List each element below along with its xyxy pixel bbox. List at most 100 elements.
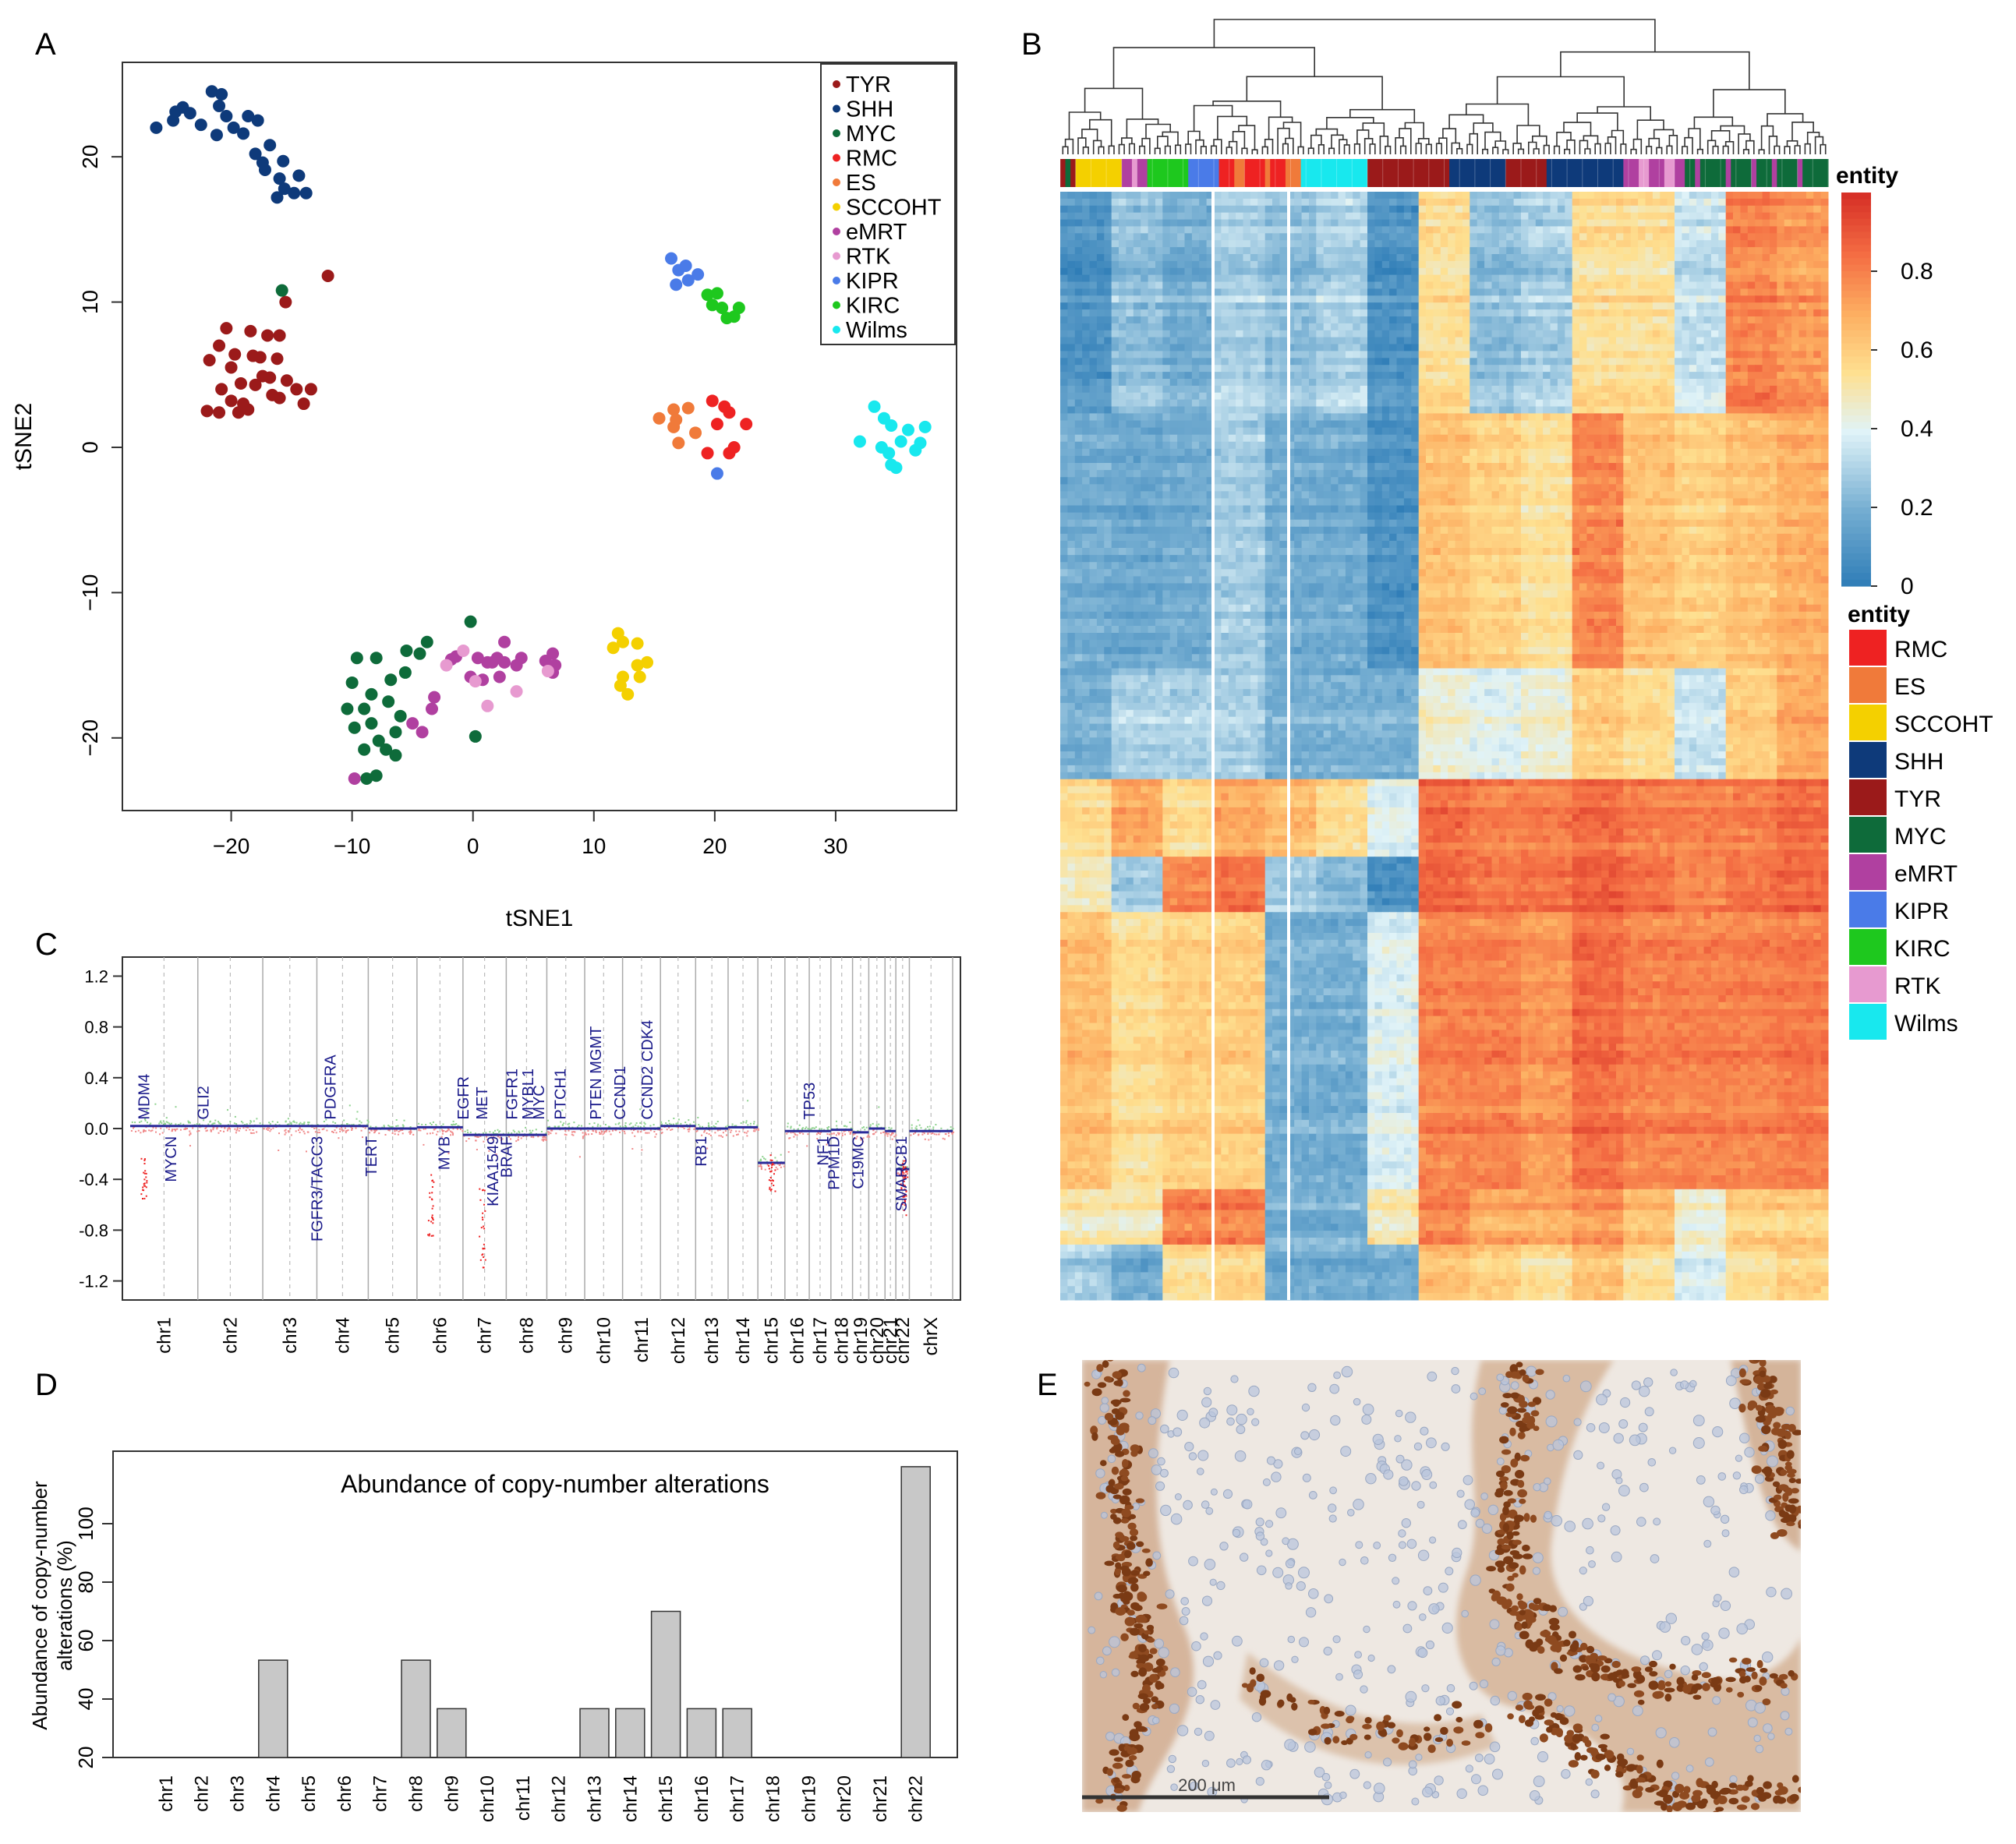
heatmap-cell — [1367, 323, 1375, 331]
heatmap-cell — [1126, 427, 1134, 436]
heatmap-cell — [1279, 330, 1288, 338]
heatmap-cell — [1162, 330, 1171, 338]
heatmap-cell — [1703, 413, 1712, 421]
heatmap-cell — [1593, 288, 1602, 296]
heatmap-cell — [1630, 434, 1639, 443]
heatmap-cell — [1074, 192, 1083, 200]
heatmap-cell — [1667, 316, 1675, 324]
heatmap-cell — [1141, 372, 1149, 380]
heatmap-cell — [1762, 392, 1770, 401]
heatmap-cell — [1718, 337, 1727, 344]
dendrogram-branch — [1210, 145, 1218, 154]
heatmap-cell — [1141, 344, 1149, 351]
heatmap-cell — [1257, 274, 1266, 282]
heatmap-cell — [1279, 413, 1288, 421]
heatmap-cell — [1667, 233, 1675, 241]
heatmap-cell — [1331, 309, 1339, 317]
heatmap-cell — [1630, 427, 1639, 436]
heatmap-cell — [1316, 427, 1325, 436]
heatmap-cell — [1214, 434, 1222, 443]
heatmap-cell — [1710, 192, 1719, 200]
heatmap-cell — [1491, 399, 1500, 407]
heatmap-cell — [1389, 365, 1397, 373]
heatmap-cell — [1374, 247, 1383, 255]
heatmap-cell — [1762, 379, 1770, 387]
heatmap-cell — [1498, 406, 1507, 414]
heatmap-cell — [1535, 399, 1544, 407]
heatmap-cell — [1521, 198, 1529, 207]
heatmap-cell — [1623, 233, 1632, 241]
heatmap-cell — [1682, 420, 1690, 429]
heatmap-cell — [1074, 219, 1083, 227]
heatmap-cell — [1096, 470, 1105, 478]
heatmap-cell — [1250, 351, 1258, 359]
heatmap-cell — [1279, 302, 1288, 310]
heatmap-cell — [1806, 434, 1814, 443]
tsne-point-rtk — [481, 699, 494, 712]
heatmap-cell — [1374, 448, 1383, 457]
heatmap-cell — [1323, 267, 1332, 276]
heatmap-cell — [1184, 358, 1193, 366]
heatmap-cell — [1455, 358, 1463, 366]
heatmap-cell — [1601, 365, 1610, 373]
heatmap-cell — [1426, 406, 1434, 414]
heatmap-cell — [1703, 295, 1712, 303]
heatmap-cell — [1616, 420, 1624, 429]
heatmap-cell — [1279, 288, 1288, 296]
heatmap-cell — [1177, 441, 1185, 450]
heatmap-cell — [1396, 226, 1405, 234]
heatmap-cell — [1470, 427, 1478, 436]
heatmap-cell — [1426, 344, 1434, 351]
heatmap-cell — [1770, 344, 1777, 351]
heatmap-cell — [1455, 337, 1463, 344]
heatmap-cell — [1820, 434, 1829, 443]
heatmap-cell — [1813, 448, 1822, 457]
dendrogram-branch — [1712, 145, 1719, 154]
heatmap-cell — [1323, 254, 1332, 262]
heatmap-cell — [1199, 247, 1208, 255]
heatmap-cell — [1813, 372, 1822, 380]
heatmap-cell — [1396, 337, 1405, 344]
dendrogram-branch — [1141, 137, 1151, 154]
heatmap-cell — [1206, 399, 1215, 407]
heatmap-cell — [1250, 205, 1258, 214]
heatmap-cell — [1616, 385, 1624, 394]
heatmap-cell — [1155, 351, 1163, 359]
heatmap-cell — [1462, 406, 1470, 414]
heatmap-cell — [1506, 212, 1515, 221]
heatmap-cell — [1206, 441, 1215, 450]
heatmap-cell — [1411, 463, 1420, 471]
heatmap-cell — [1806, 379, 1814, 387]
heatmap-cell — [1586, 302, 1595, 310]
heatmap-cell — [1586, 399, 1595, 407]
heatmap-cell — [1162, 434, 1171, 443]
heatmap-cell — [1294, 274, 1303, 282]
dendrogram-branch — [1261, 146, 1268, 154]
heatmap-cell — [1675, 254, 1682, 262]
heatmap-cell — [1791, 441, 1799, 450]
tsne-point-tyr — [279, 295, 292, 309]
heatmap-cell — [1184, 484, 1193, 492]
heatmap-cell — [1623, 205, 1632, 214]
heatmap-cell — [1623, 372, 1632, 380]
heatmap-cell — [1521, 372, 1529, 380]
heatmap-cell — [1696, 463, 1704, 471]
heatmap-cell — [1557, 323, 1565, 331]
heatmap-cell — [1593, 344, 1602, 351]
heatmap-cell — [1798, 399, 1807, 407]
heatmap-cell — [1484, 337, 1492, 344]
heatmap-cell — [1119, 491, 1126, 499]
heatmap-cell — [1360, 337, 1368, 344]
heatmap-cell — [1074, 463, 1083, 471]
heatmap-cell — [1506, 288, 1515, 296]
heatmap-cell — [1338, 295, 1346, 303]
heatmap-cell — [1770, 192, 1777, 200]
heatmap-cell — [1126, 420, 1134, 429]
heatmap-cell — [1184, 441, 1193, 450]
heatmap-cell — [1104, 484, 1112, 492]
heatmap-cell — [1543, 358, 1551, 366]
heatmap-cell — [1403, 392, 1412, 401]
heatmap-cell — [1733, 420, 1741, 429]
heatmap-cell — [1119, 288, 1126, 296]
heatmap-cell — [1228, 316, 1236, 324]
